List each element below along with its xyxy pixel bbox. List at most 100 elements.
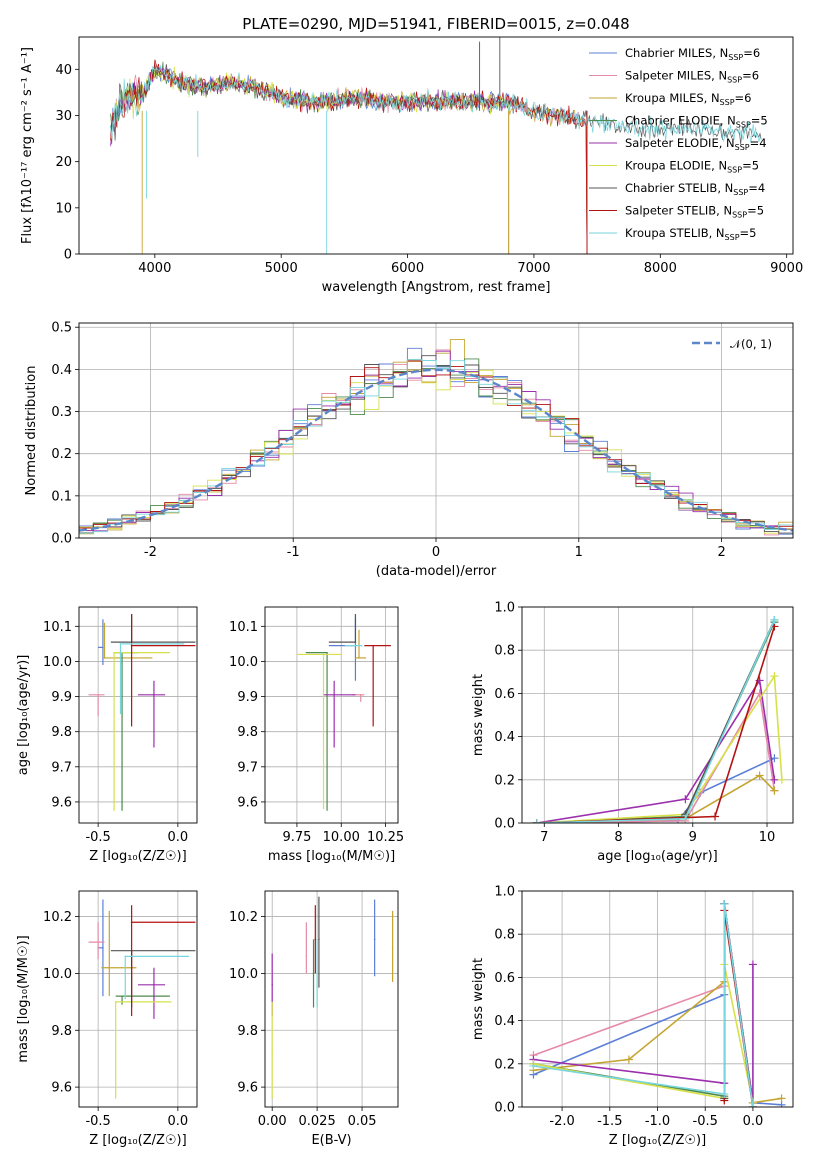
data-point (373, 938, 376, 941)
x-tick-label: 5000 (265, 261, 298, 276)
data-point (153, 983, 155, 986)
residuals-panel: -2 -1 0 1 2 0.0 0.1 0.2 0.3 0.4 0.5 (data-model)/er… (24, 321, 794, 579)
y-tick-label: 9.7 (237, 760, 258, 775)
data-point (153, 694, 155, 696)
x-tick-label: 2 (717, 545, 725, 560)
data-point (108, 966, 111, 969)
data-point (352, 644, 355, 647)
x-tick-label: 4000 (138, 261, 171, 276)
legend-entry: 𝒩(0, 1) (730, 337, 772, 351)
x-axis-label: wavelength [Angstrom, rest frame] (322, 280, 551, 295)
y-tick-label: 0.1 (51, 489, 72, 504)
y-tick-label: 9.8 (237, 1024, 258, 1039)
massweight-vs-age-plot-area (532, 615, 786, 823)
x-tick-label: 7 (540, 830, 548, 845)
data-point (359, 694, 362, 696)
y-tick-label: 0.8 (494, 644, 515, 659)
y-tick-label: 9.8 (237, 725, 258, 740)
y-tick-label: 9.6 (51, 1081, 72, 1096)
y-tick-label: 10 (55, 201, 72, 216)
x-tick-label: -1 (287, 545, 300, 560)
y-tick-label: 0.6 (494, 687, 515, 702)
y-tick-label: 0.3 (51, 405, 72, 420)
massweight-vs-Z-frame (521, 890, 794, 1108)
series-marker (532, 819, 541, 823)
x-tick-label: 10.00 (323, 830, 360, 845)
spectrum-line-chabrier-stelib (110, 64, 762, 145)
y-tick-label: 0.4 (51, 363, 72, 378)
mass-vs-EBV-frame (264, 890, 399, 1108)
y-tick-label: 0.2 (494, 773, 515, 788)
data-point (102, 646, 104, 649)
legend-entry: Kroupa STELIB, NSSP=5 (625, 226, 756, 242)
series-marker (777, 1094, 786, 1103)
y-axis-label: mass [log₁₀(M/M☉)] (16, 935, 31, 1062)
y-tick-label: 0.0 (494, 1101, 515, 1116)
series-marker (748, 960, 757, 969)
data-point (372, 644, 374, 647)
legend-entry: Salpeter ELODIE, NSSP=4 (625, 136, 767, 152)
y-tick-label: 10.2 (43, 910, 72, 925)
y-tick-label: 10.0 (229, 967, 258, 982)
y-tick-label: 10.1 (43, 620, 72, 635)
y-tick-label: 0.6 (494, 971, 515, 986)
y-tick-label: 9.9 (51, 690, 72, 705)
y-tick-label: 1.0 (494, 885, 515, 900)
data-point (114, 1001, 117, 1003)
massweight-vs-age-panel: 7 8 9 10 0.0 0.2 0.4 0.6 0.8 1.0 age [log₁₀(age/yr… (471, 601, 794, 864)
hist-kroupa-stelib (79, 359, 793, 534)
figure-title: PLATE=0290, MJD=51941, FIBERID=0015, z=0… (242, 15, 629, 33)
x-axis-label: E(B-V) (311, 1133, 351, 1148)
y-axis-label: mass weight (471, 958, 486, 1040)
x-tick-label: 9000 (770, 261, 803, 276)
normal-curve (79, 368, 793, 532)
x-tick-label: 10.25 (367, 830, 404, 845)
legend-entry: Kroupa MILES, NSSP=6 (625, 91, 751, 107)
series-line (536, 673, 783, 823)
data-point (103, 657, 106, 659)
y-tick-label: 9.6 (237, 795, 258, 810)
data-point (318, 938, 320, 941)
data-point (358, 657, 360, 659)
mass-vs-Z-panel: -0.5 0.0 9.6 9.8 10.0 10.2 Z [log₁₀(Z/Z☉)] mass… (16, 890, 198, 1148)
series-marker (624, 1055, 633, 1064)
age-vs-Z-plot-area (88, 614, 196, 811)
y-tick-label: 10.0 (229, 655, 258, 670)
mass-vs-EBV-panel: 0.00 0.025 0.05 9.6 9.8 10.0 10.2 E(B-V) (229, 890, 399, 1148)
x-axis-label: mass [log₁₀(M/M☉)] (268, 849, 395, 864)
series-marker (720, 1090, 729, 1099)
y-tick-label: 1.0 (494, 601, 515, 616)
residuals-plot-area (79, 339, 793, 536)
y-axis-label: mass weight (471, 674, 486, 756)
series-marker (770, 775, 779, 784)
data-point (124, 955, 127, 958)
series-marker (770, 786, 779, 795)
series-marker (720, 899, 729, 908)
mass-vs-Z-frame (78, 890, 198, 1108)
y-axis-label: Flux [fλ10⁻¹⁷ erg cm⁻² s⁻¹ A⁻¹] (20, 47, 35, 244)
series-marker (529, 1061, 538, 1070)
series-marker (681, 814, 690, 823)
spectrum-line-chabrier-elodie (110, 61, 510, 254)
mass-vs-EBV-plot-area (271, 896, 394, 1099)
age-vs-mass-panel: 9.75 10.00 10.25 9.6 9.7 9.8 9.9 10.0 10.1 mass [… (229, 606, 404, 864)
x-tick-label: -0.5 (693, 1114, 718, 1129)
data-point (121, 995, 123, 997)
data-point (271, 1049, 273, 1051)
x-axis-label: Z [log₁₀(Z/Z☉)] (89, 849, 186, 864)
x-tick-label: 1 (575, 545, 583, 560)
age-vs-mass-plot-area (296, 614, 391, 811)
data-point (271, 983, 273, 986)
data-point (130, 921, 133, 924)
x-axis-label: Z [log₁₀(Z/Z☉)] (89, 1133, 186, 1148)
series-marker (755, 771, 764, 780)
x-tick-label: 10 (759, 830, 776, 845)
data-point (102, 947, 104, 949)
spectrum-frame (78, 36, 794, 255)
legend-entry: Chabrier ELODIE, NSSP=5 (625, 114, 768, 130)
data-point (314, 938, 317, 941)
y-tick-label: 0.8 (494, 928, 515, 943)
y-tick-label: 9.8 (51, 1024, 72, 1039)
x-tick-label: 9.75 (282, 830, 311, 845)
